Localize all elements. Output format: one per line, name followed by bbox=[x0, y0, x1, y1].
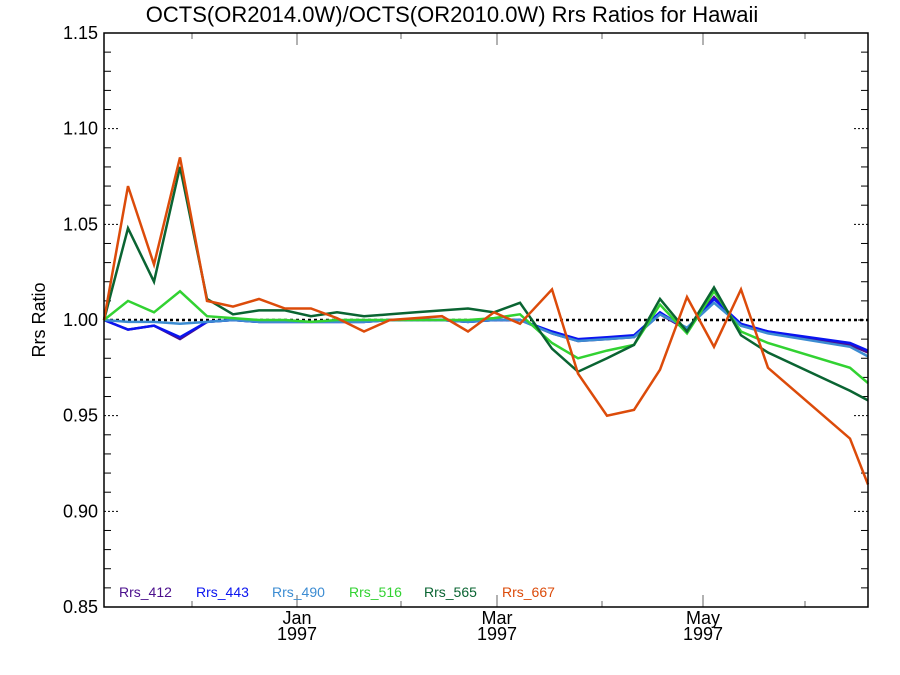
legend-entry: Rrs_667 bbox=[502, 584, 555, 600]
series-line-rrs-667 bbox=[102, 157, 870, 485]
y-tick-label: 1.15 bbox=[63, 23, 98, 43]
x-tick-label-month: Mar bbox=[482, 608, 513, 628]
legend-entry: Rrs_565 bbox=[424, 584, 477, 600]
x-tick-label-year: 1997 bbox=[683, 624, 723, 644]
x-tick-label-month: May bbox=[686, 608, 720, 628]
y-tick-label: 0.90 bbox=[63, 501, 98, 521]
x-tick-label-year: 1997 bbox=[277, 624, 317, 644]
y-tick-label: 0.85 bbox=[63, 597, 98, 617]
series-line-rrs-516 bbox=[103, 289, 869, 385]
y-tick-label: 1.00 bbox=[63, 310, 98, 330]
legend: Rrs_412 Rrs_443 Rrs_490 Rrs_516 Rrs_565 Rrs_6… bbox=[119, 584, 555, 600]
legend-entry: Rrs_490 bbox=[272, 584, 325, 600]
series-layer bbox=[102, 157, 870, 485]
plot-frame bbox=[103, 32, 869, 608]
y-axis-label: Rrs Ratio bbox=[29, 282, 49, 357]
legend-entry: Rrs_412 bbox=[119, 584, 172, 600]
chart-title: OCTS(OR2014.0W)/OCTS(OR2010.0W) Rrs Rati… bbox=[146, 2, 758, 27]
legend-entry: Rrs_443 bbox=[196, 584, 249, 600]
y-tick-labels: 0.85 0.90 0.95 1.00 1.05 1.10 1.15 bbox=[63, 23, 98, 617]
y-tick-label: 0.95 bbox=[63, 406, 98, 426]
legend-entry: Rrs_516 bbox=[349, 584, 402, 600]
y-tick-label: 1.10 bbox=[63, 119, 98, 139]
series-line-rrs-565 bbox=[102, 166, 869, 402]
x-tick-label-year: 1997 bbox=[477, 624, 517, 644]
x-tick-label-month: Jan bbox=[282, 608, 311, 628]
y-tick-label: 1.05 bbox=[63, 214, 98, 234]
